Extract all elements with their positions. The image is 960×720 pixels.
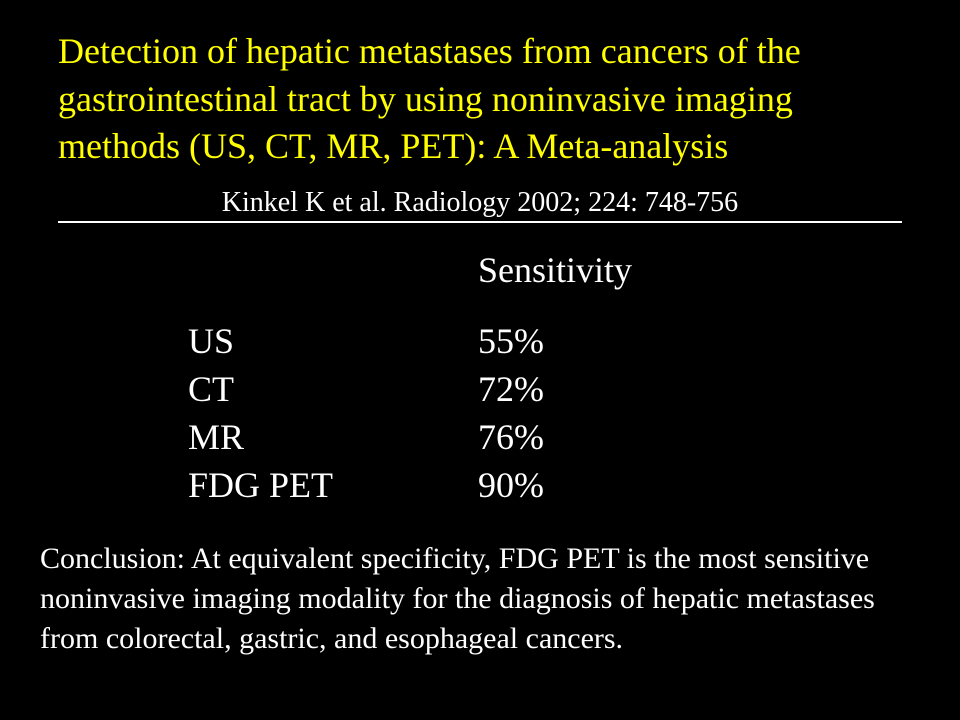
cell-modality: US: [188, 317, 478, 365]
table-header-sensitivity: Sensitivity: [478, 249, 902, 291]
cell-value: 76%: [478, 413, 544, 461]
slide-title: Detection of hepatic metastases from can…: [58, 28, 902, 171]
sensitivity-table: Sensitivity US 55% CT 72% MR 76% FDG PET…: [188, 249, 902, 510]
cell-modality: MR: [188, 413, 478, 461]
table-row: CT 72%: [188, 365, 902, 413]
table-body: US 55% CT 72% MR 76% FDG PET 90%: [188, 317, 902, 510]
table-row: MR 76%: [188, 413, 902, 461]
conclusion-text: Conclusion: At equivalent specificity, F…: [40, 539, 902, 658]
cell-modality: FDG PET: [188, 461, 478, 509]
cell-modality: CT: [188, 365, 478, 413]
table-row: FDG PET 90%: [188, 461, 902, 509]
cell-value: 72%: [478, 365, 544, 413]
divider-rule: [58, 221, 902, 223]
cell-value: 90%: [478, 461, 544, 509]
table-row: US 55%: [188, 317, 902, 365]
citation-text: Kinkel K et al. Radiology 2002; 224: 748…: [58, 187, 902, 219]
cell-value: 55%: [478, 317, 544, 365]
